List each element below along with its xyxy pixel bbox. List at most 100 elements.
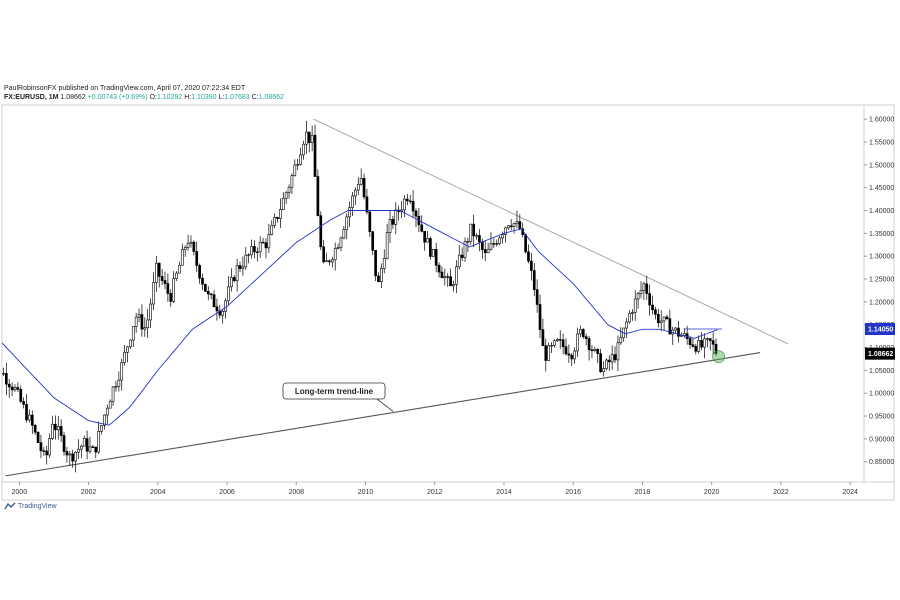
candle-up [149, 303, 152, 321]
y-tick-label: 1.05000 [869, 368, 894, 375]
candle-up [339, 237, 343, 248]
candle-up [469, 223, 473, 242]
candle-up [498, 237, 501, 244]
candle-down [71, 453, 75, 462]
candle-up [348, 207, 351, 218]
candle-down [509, 225, 513, 228]
candle-up [117, 379, 121, 387]
x-tick-label: 2022 [773, 489, 789, 496]
y-tick-label: 1.30000 [869, 254, 894, 261]
candle-up [48, 438, 51, 456]
candle-down [420, 224, 424, 232]
candle-down [558, 339, 562, 341]
candle-up [241, 266, 245, 269]
x-tick-label: 2010 [358, 489, 374, 496]
y-tick-label: 0.95000 [869, 414, 894, 421]
candle-up [555, 339, 559, 341]
y-tick-label: 1.35000 [869, 231, 894, 238]
candle-down [492, 243, 496, 245]
candle-down [166, 283, 170, 294]
candle-up [131, 326, 135, 341]
annotation-box [282, 382, 386, 400]
candle-down [33, 424, 37, 433]
candle-down [377, 275, 380, 283]
candle-down [483, 249, 487, 254]
candle-up [576, 333, 579, 352]
x-tick-label: 2014 [496, 489, 512, 496]
candle-up [273, 217, 276, 226]
candle-up [221, 311, 225, 316]
candle-up [579, 329, 582, 335]
candle-down [4, 373, 8, 385]
candle-up [178, 264, 181, 274]
candle-up [342, 229, 346, 239]
high-label: H: [184, 94, 192, 101]
candle-up [270, 225, 274, 235]
candle-down [36, 431, 40, 443]
candle-down [437, 264, 441, 273]
candle-down [195, 251, 199, 266]
y-tick-label: 1.60000 [869, 117, 894, 124]
x-tick-label: 2018 [635, 489, 651, 496]
candle-down [140, 314, 144, 330]
x-tick-label: 2004 [150, 489, 166, 496]
candle-up [302, 143, 305, 156]
y-tick-label: 1.45000 [869, 185, 894, 192]
candle-down [518, 221, 522, 230]
candle-down [708, 338, 712, 341]
candle-down [232, 277, 236, 281]
candle-down [564, 346, 568, 355]
candle-down [584, 336, 588, 339]
candle-down [656, 314, 660, 324]
candle-down [316, 176, 320, 216]
candle-down [22, 401, 25, 405]
candle-down [541, 329, 545, 347]
candle-up [356, 183, 360, 191]
candle-down [319, 215, 323, 248]
tradingview-brand[interactable]: TradingView [4, 502, 57, 510]
candle-up [299, 154, 302, 165]
publish-info: PaulRobinsonFX published on TradingView.… [4, 85, 246, 92]
candle-down [85, 438, 89, 452]
candle-down [16, 387, 20, 390]
high-value: 1.10390 [191, 94, 217, 101]
y-tick-label: 0.90000 [869, 436, 894, 443]
candle-down [607, 359, 611, 363]
candle-up [284, 192, 288, 199]
y-tick-label: 1.20000 [869, 299, 894, 306]
candle-up [489, 243, 493, 250]
candle-down [391, 219, 395, 225]
candle-up [77, 448, 80, 453]
candle-down [434, 249, 438, 266]
candle-down [264, 242, 268, 249]
candle-up [506, 225, 510, 229]
candle-up [68, 453, 72, 456]
candle-down [313, 134, 317, 177]
y-tick-label: 1.55000 [869, 139, 894, 146]
annotations: Long-term trend-line [282, 328, 725, 412]
candle-down [587, 338, 591, 351]
candle-up [183, 247, 187, 250]
candle-down [460, 254, 464, 258]
candle-up [146, 319, 150, 329]
candle-down [206, 291, 210, 295]
open-label: O: [149, 94, 157, 101]
candle-down [374, 250, 377, 277]
candle-down [527, 251, 530, 262]
candle-up [143, 327, 147, 330]
candle-down [567, 353, 571, 356]
candle-down [7, 383, 11, 388]
candle-down [0, 364, 2, 374]
candle-up [680, 335, 683, 337]
candle-down [201, 277, 204, 285]
candle-down [446, 276, 450, 278]
candle-up [134, 316, 138, 327]
candle-down [198, 265, 201, 279]
candle-up [180, 249, 184, 266]
candle-up [230, 277, 233, 288]
candle-down [42, 450, 46, 452]
candle-up [247, 254, 250, 256]
candle-up [108, 400, 112, 409]
candle-down [25, 404, 28, 421]
